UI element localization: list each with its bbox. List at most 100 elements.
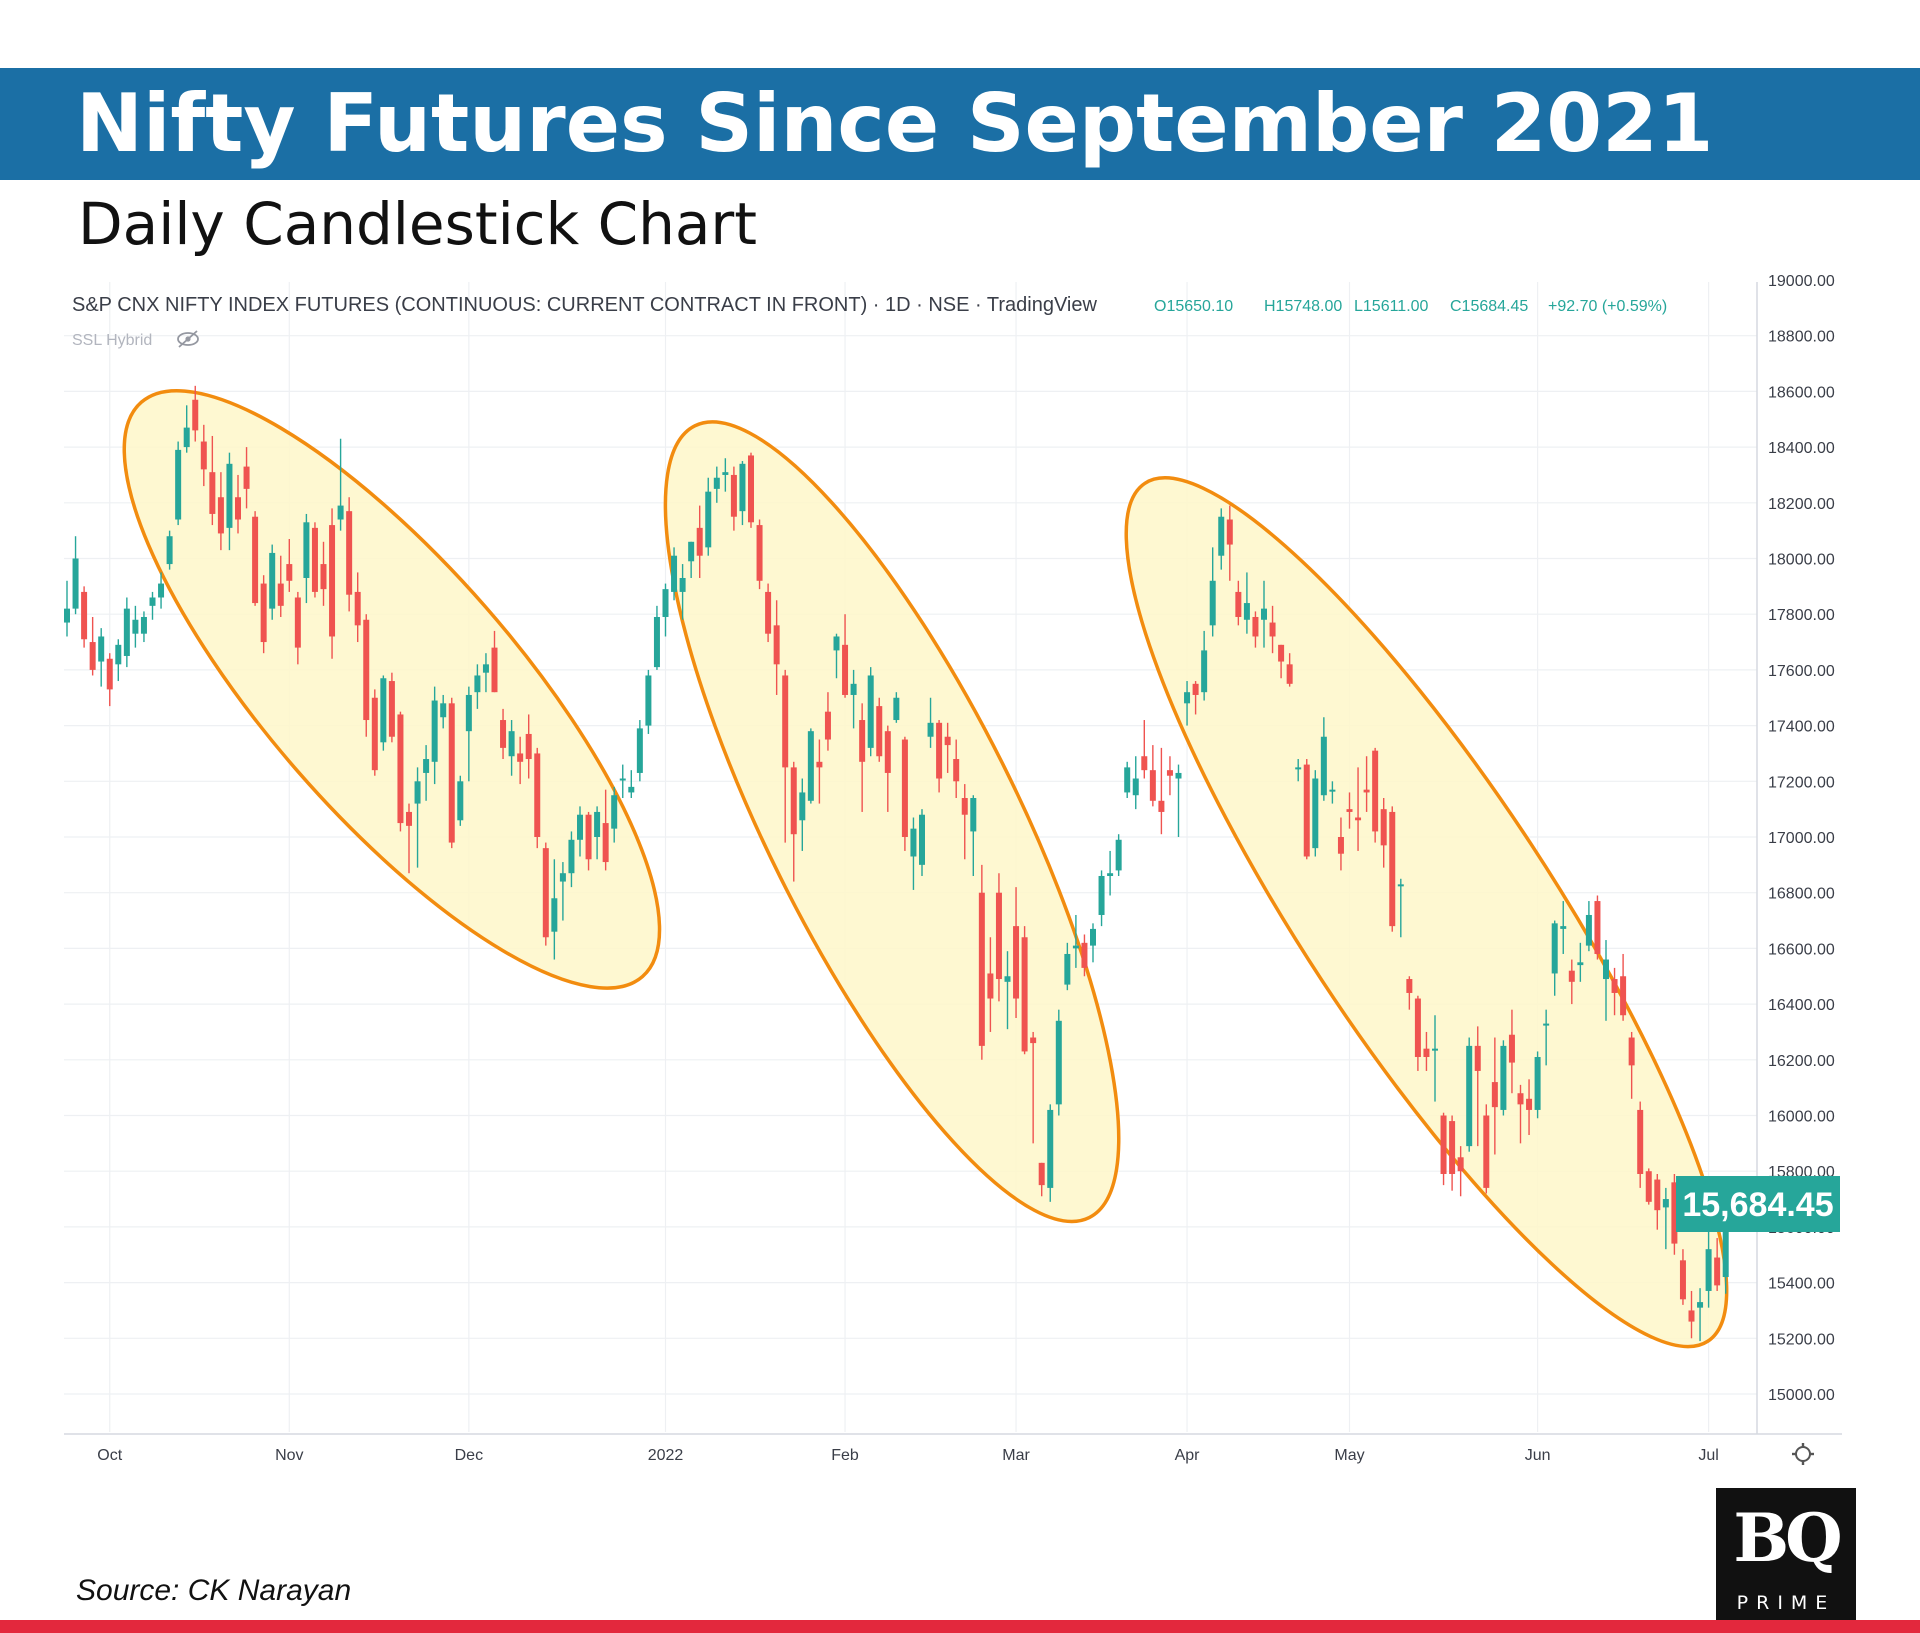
candle [1355, 767, 1362, 851]
source-note: Source: CK Narayan [76, 1574, 352, 1607]
candle [748, 452, 754, 528]
settings-gear-icon[interactable] [1792, 1443, 1814, 1465]
candle [1115, 834, 1122, 876]
candle [98, 628, 105, 687]
candle [568, 831, 575, 888]
candle-body [534, 753, 541, 837]
candle [491, 630, 498, 693]
candle [679, 564, 686, 620]
candle-body [1243, 603, 1250, 620]
candle-body [833, 636, 840, 651]
candle [1149, 745, 1156, 807]
candle-body [1218, 516, 1225, 556]
candle [1090, 923, 1096, 963]
candle [183, 405, 190, 453]
indicator-label[interactable]: SSL Hybrid [72, 332, 152, 349]
candle [542, 842, 549, 946]
candle-body [987, 973, 994, 999]
candle [782, 669, 789, 843]
candle [166, 530, 173, 570]
candle [577, 806, 583, 857]
candle [799, 778, 806, 851]
candle [944, 722, 951, 773]
candle-body [1098, 875, 1105, 915]
candle-body [1269, 622, 1276, 637]
candle [252, 511, 259, 606]
eye-hidden-icon[interactable] [177, 330, 199, 348]
candle-body [1560, 926, 1567, 929]
candle [1030, 1031, 1037, 1144]
candle [1184, 681, 1191, 726]
candle-body [765, 591, 772, 634]
y-tick-label: 17800.00 [1768, 607, 1835, 624]
candle-body [371, 697, 378, 771]
candle-body [688, 541, 695, 562]
candle-body [919, 814, 925, 865]
candle [431, 686, 438, 785]
candle [115, 639, 122, 682]
candle-body [953, 759, 960, 782]
candle [730, 466, 737, 531]
candle [1594, 895, 1601, 960]
candle [1620, 953, 1627, 1021]
x-tick-label: Jun [1525, 1447, 1551, 1464]
y-tick-label: 18200.00 [1768, 496, 1835, 513]
candle [1551, 920, 1558, 996]
candle [978, 864, 985, 1060]
candle-body [115, 644, 122, 665]
candle-body [1235, 591, 1242, 617]
candle-body [64, 608, 70, 623]
candle-body [320, 564, 327, 590]
candle [517, 736, 524, 785]
candle [833, 633, 840, 679]
candle [1013, 887, 1020, 1019]
candle [64, 580, 70, 637]
candle [1491, 1037, 1498, 1155]
candle-body [679, 577, 686, 592]
candle [140, 611, 147, 643]
ohlc-change: +92.70 (+0.59%) [1548, 298, 1667, 315]
candle-body [1252, 616, 1259, 637]
candle-body [1697, 1302, 1704, 1308]
candle [1423, 1031, 1430, 1071]
candle [1243, 572, 1250, 634]
candle-body [1132, 778, 1139, 796]
candle-body [1594, 901, 1601, 954]
candle-body [1551, 923, 1558, 974]
candle [448, 697, 455, 849]
candle-body [277, 583, 284, 606]
candle [1021, 926, 1028, 1055]
candle [1346, 792, 1353, 829]
candle-body [354, 591, 361, 626]
candle-body [269, 552, 276, 609]
candle-body [1372, 750, 1379, 832]
candle-body [149, 597, 156, 606]
bottom-accent-bar [0, 1620, 1920, 1633]
candle-body [1261, 608, 1267, 620]
candle [1645, 1168, 1652, 1205]
candle [329, 508, 336, 659]
candle-body [876, 706, 883, 757]
candle [696, 505, 703, 578]
candle [893, 692, 900, 723]
candle [970, 795, 977, 876]
page-subtitle: Daily Candlestick Chart [78, 190, 757, 258]
candle-body [1192, 683, 1199, 695]
candle [1534, 1051, 1541, 1119]
candle [1372, 747, 1379, 843]
last-price-tag [1676, 1176, 1840, 1232]
candle [525, 714, 532, 779]
x-tick-label: 2022 [648, 1447, 684, 1464]
candle [773, 600, 780, 695]
candle-body [1090, 928, 1096, 946]
candle-body [559, 873, 566, 882]
candle-body [1432, 1048, 1438, 1051]
candle [1560, 901, 1567, 954]
candle [859, 703, 866, 812]
y-tick-label: 18000.00 [1768, 552, 1835, 569]
candle [1286, 653, 1293, 687]
candle [235, 474, 241, 534]
candle [1295, 759, 1302, 782]
candle-body [252, 516, 259, 604]
downtrend-ellipse [663, 420, 1121, 1224]
